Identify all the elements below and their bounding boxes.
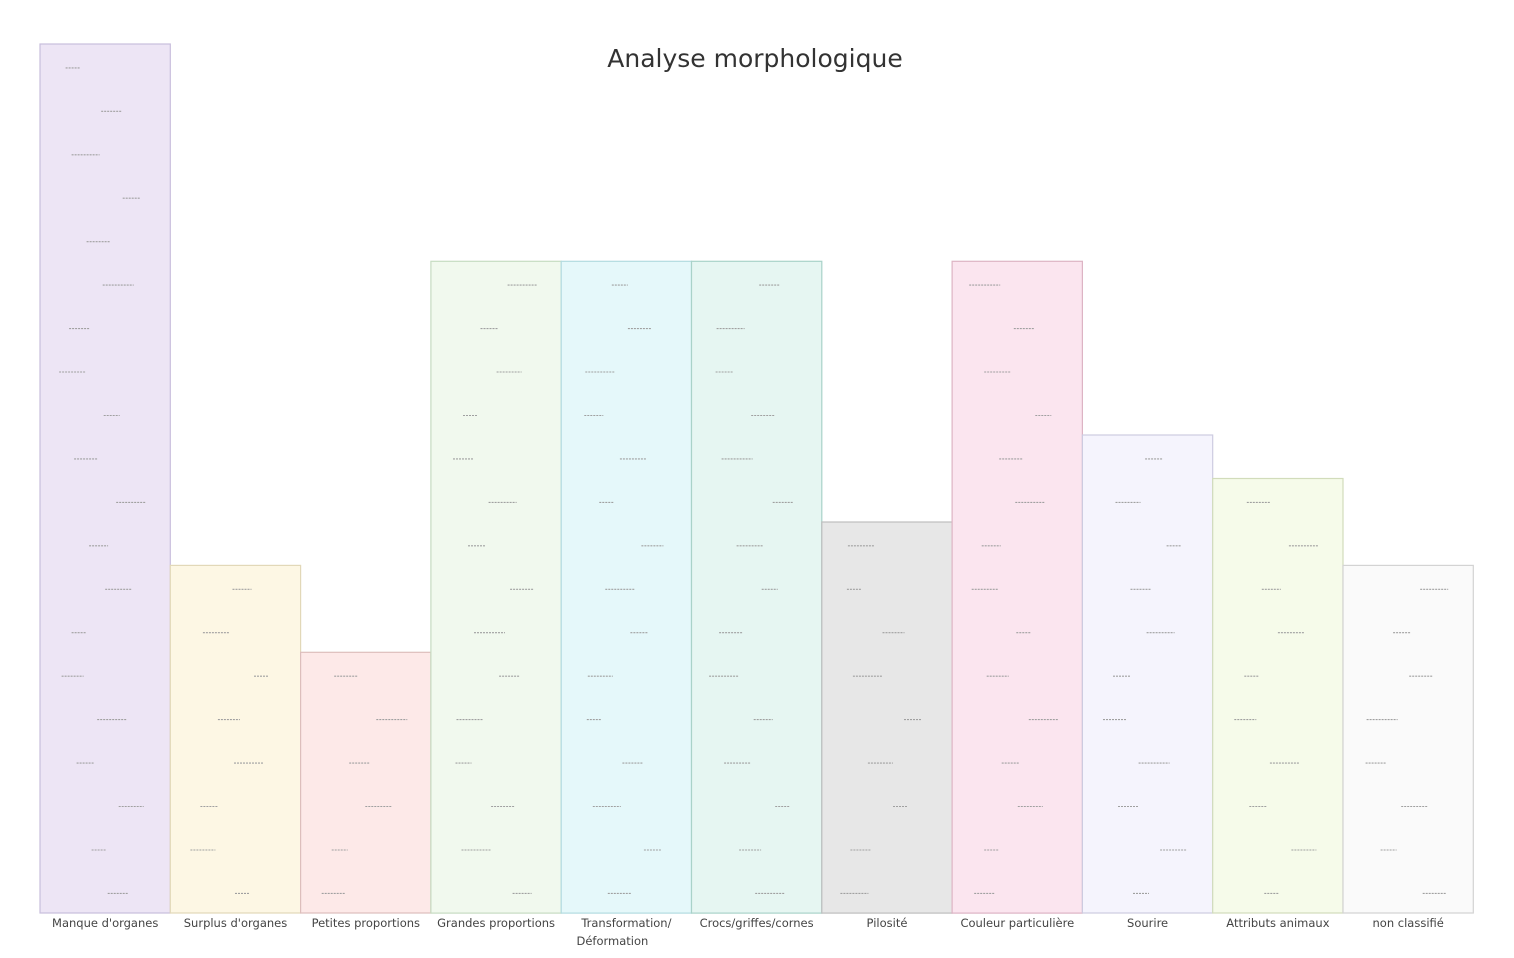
notes-layer [59, 67, 1449, 894]
category-label-3: Grandes proportions [437, 916, 555, 930]
bar-4 [560, 260, 693, 914]
bar-2 [300, 651, 432, 914]
bar-10 [1342, 564, 1474, 914]
bar-9 [1212, 477, 1344, 914]
bar-6 [821, 521, 953, 914]
category-label-10: non classifié [1373, 916, 1444, 930]
category-label-1: Surplus d'organes [184, 916, 287, 930]
category-label-0: Manque d'organes [52, 916, 158, 930]
bar-5 [690, 260, 823, 914]
category-label-9: Attributs animaux [1226, 916, 1329, 930]
category-label-5: Crocs/griffes/cornes [700, 916, 814, 930]
bar-3 [430, 260, 562, 914]
bar-8 [1081, 434, 1214, 914]
category-label-7: Couleur particulière [960, 916, 1074, 930]
bar-7 [951, 260, 1083, 914]
bar-0 [39, 43, 171, 914]
category-labels-layer: Manque d'organes Surplus d'organes Petites… [52, 916, 1444, 948]
bar-1 [169, 564, 302, 914]
category-label-8: Sourire [1127, 916, 1168, 930]
bars-layer [39, 43, 1474, 914]
category-label-2: Petites proportions [312, 916, 420, 930]
category-label-6: Pilosité [867, 916, 908, 930]
chart-title: Analyse morphologique [607, 44, 903, 73]
category-label-4: Transformation/Déformation [576, 916, 671, 948]
